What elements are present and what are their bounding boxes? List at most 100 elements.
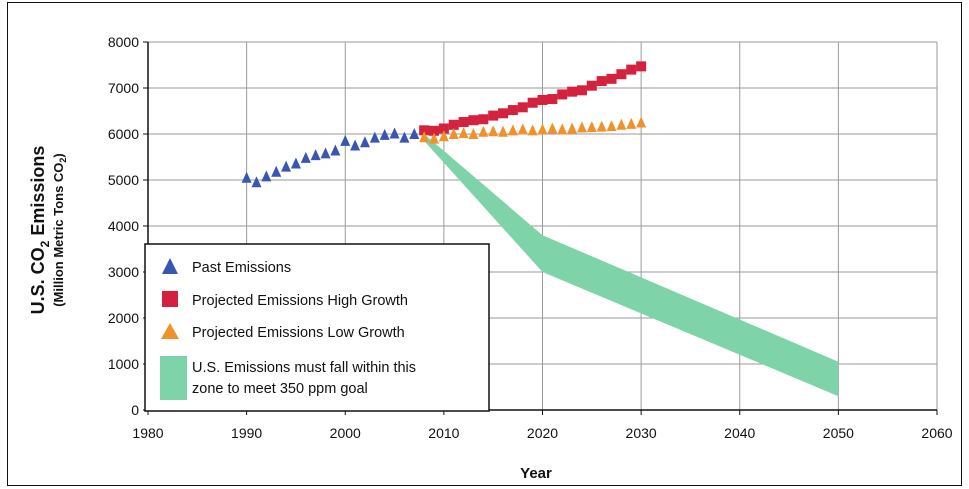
past-emissions-point-2005 [389,127,400,139]
y-axis-subtitle-sub: 2 [58,158,68,163]
y-tick-label-3000: 3000 [108,264,139,280]
legend-label-past-emissions: Past Emissions [192,260,291,276]
past-emissions-point-2003 [369,131,380,143]
high-growth-point-2014 [478,114,489,125]
x-tick-label-1990: 1990 [231,425,262,441]
legend-marker-low-growth [161,323,179,339]
past-emissions-point-1991 [251,176,262,188]
low-growth-point-2026 [596,120,607,132]
low-growth-point-2015 [488,125,499,137]
past-emissions-point-2006 [399,131,410,143]
low-growth-point-2016 [498,125,509,137]
past-emissions-point-1995 [290,157,301,169]
svg-text:U.S. CO2 Emissions: U.S. CO2 Emissions [28,146,52,315]
legend-label-high-growth: Projected Emissions High Growth [192,293,408,309]
past-emissions-point-1998 [320,147,331,159]
high-growth-point-2021 [547,94,558,105]
x-tick-label-2020: 2020 [527,425,558,441]
low-growth-point-2010 [438,130,449,142]
y-tick-label-1000: 1000 [108,356,139,372]
high-growth-point-2015 [488,110,499,121]
low-growth-point-2018 [517,123,528,135]
low-growth-point-2030 [636,116,647,128]
x-axis-title: Year [520,465,552,482]
legend-marker-past-emissions [162,258,178,274]
low-growth-point-2022 [557,123,568,135]
high-growth-point-2019 [527,97,538,108]
high-growth-point-2018 [517,102,528,113]
past-emissions-point-1996 [300,151,311,163]
y-tick-label-2000: 2000 [108,310,139,326]
y-axis-subtitle-end: ) [51,153,66,157]
y-tick-label-8000: 8000 [108,34,139,50]
past-emissions-point-1994 [281,160,292,172]
x-tick-label-2000: 2000 [330,425,361,441]
low-growth-point-2020 [537,123,548,135]
high-growth-point-2012 [458,117,469,128]
x-tick-label-1980: 1980 [132,425,163,441]
low-growth-point-2025 [586,121,597,133]
x-tick-label-2040: 2040 [724,425,755,441]
high-growth-point-2025 [586,80,597,91]
past-emissions-point-1997 [310,149,321,161]
legend-label-goal-zone-line2: zone to meet 350 ppm goal [192,381,368,397]
y-axis-subtitle: (Million Metric Tons CO2) [51,153,68,307]
legend-label-goal-zone-line1: U.S. Emissions must fall within this [192,360,416,376]
high-growth-point-2028 [616,69,627,80]
low-growth-point-2012 [458,127,469,139]
goal-zone-layer [424,134,839,397]
high-growth-point-2024 [576,85,587,96]
low-growth-point-2011 [448,128,459,139]
y-axis-title: U.S. CO2 Emissions [28,146,52,315]
x-tick-label-2030: 2030 [626,425,657,441]
high-growth-point-2020 [537,94,548,105]
past-emissions-point-1993 [271,165,282,177]
y-axis-title-sub: 2 [38,240,52,247]
low-growth-point-2014 [478,125,489,137]
low-growth-point-2009 [429,132,440,144]
high-growth-point-2023 [567,86,578,97]
low-growth-point-2013 [468,128,479,139]
legend-marker-high-growth [162,291,178,307]
x-tick-label-2050: 2050 [823,425,854,441]
high-growth-point-2026 [596,76,607,87]
past-emissions-point-1999 [330,144,341,156]
x-tick-label-2060: 2060 [921,425,952,441]
legend: Past Emissions Projected Emissions High … [144,243,490,412]
high-growth-point-2009 [429,125,440,136]
x-tick-label-2010: 2010 [428,425,459,441]
low-growth-point-2029 [626,117,637,129]
past-emissions-point-2001 [350,139,361,151]
high-growth-point-2013 [468,115,479,126]
high-growth-point-2030 [636,61,647,72]
high-growth-point-2022 [557,89,568,100]
past-emissions-point-2007 [409,128,420,139]
legend-marker-goal-zone [160,356,187,400]
low-growth-point-2023 [567,122,578,134]
y-tick-label-4000: 4000 [108,218,139,234]
y-tick-label-7000: 7000 [108,80,139,96]
high-growth-point-2027 [606,73,617,84]
past-emissions-point-2000 [340,134,351,146]
low-growth-point-2027 [606,120,617,132]
low-growth-point-2028 [616,118,627,130]
past-emissions-point-1990 [241,171,252,183]
svg-text:(Million Metric Tons CO2): (Million Metric Tons CO2) [51,153,68,307]
legend-box [144,243,490,412]
high-growth-point-2017 [507,105,518,116]
past-emissions-point-2002 [359,136,370,148]
legend-label-low-growth: Projected Emissions Low Growth [192,325,405,341]
series-layer [241,61,647,188]
low-growth-point-2017 [507,124,518,136]
y-axis-subtitle-main: (Million Metric Tons CO [51,163,66,307]
high-growth-point-2029 [626,64,637,75]
high-growth-point-2011 [448,119,459,130]
low-growth-point-2024 [576,121,587,133]
low-growth-point-2008 [419,131,430,143]
high-growth-point-2016 [498,108,509,119]
y-tick-label-0: 0 [131,402,139,418]
past-emissions-point-2004 [379,128,390,140]
low-growth-point-2021 [547,122,558,134]
past-emissions-point-1992 [261,170,272,182]
